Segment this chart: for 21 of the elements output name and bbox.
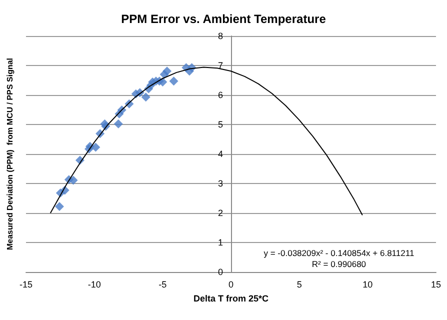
x-tick-label: 5 <box>296 280 302 290</box>
y-tick-label: 2 <box>218 208 223 218</box>
annotation: y = -0.038209x² - 0.140854x + 6.811211 <box>264 248 414 258</box>
x-tick-label: -5 <box>158 280 167 290</box>
annotation: R² = 0.990680 <box>312 258 366 269</box>
y-axis-title: Measured Deviation (PPM) from MCU / PPS Signal <box>6 58 14 250</box>
y-tick-label: 1 <box>218 238 223 248</box>
x-tick-label: 15 <box>430 280 442 290</box>
x-tick-label: -15 <box>19 280 33 290</box>
y-tick-label: 3 <box>218 178 223 188</box>
y-tick-label: 5 <box>218 120 223 130</box>
x-tick-label: 0 <box>228 280 234 290</box>
x-tick-label: -10 <box>88 280 101 290</box>
x-tick-label: 10 <box>362 280 373 290</box>
y-tick-label: 6 <box>218 90 223 100</box>
y-tick-label: 0 <box>218 267 223 277</box>
x-axis-title: Delta T from 25*C <box>193 294 270 304</box>
y-tick-label: 4 <box>218 149 223 159</box>
chart-title: PPM Error vs. Ambient Temperature <box>121 12 326 26</box>
y-tick-label: 8 <box>218 31 223 41</box>
y-tick-label: 7 <box>218 60 223 70</box>
